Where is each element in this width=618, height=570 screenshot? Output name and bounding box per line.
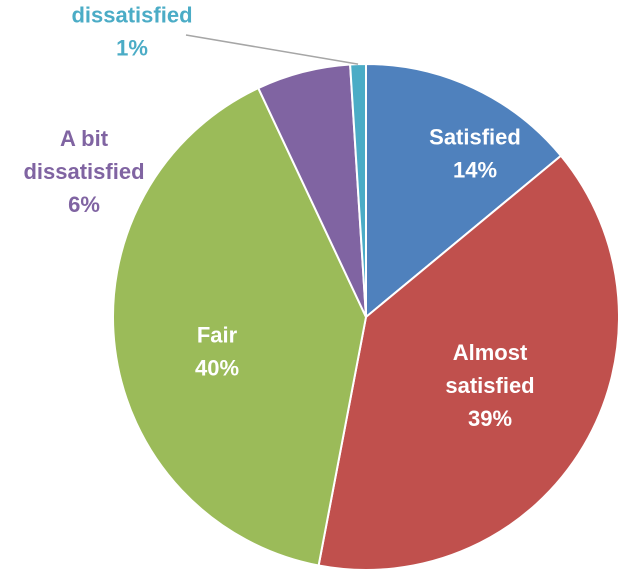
leader-lines	[185, 34, 359, 65]
leader-line	[185, 34, 359, 65]
pie-slice-almost-satisfied	[317, 154, 618, 570]
slice-percent-label: 14%	[453, 157, 497, 182]
slice-category-label: Satisfied	[429, 124, 521, 149]
slice-percent-label: 1%	[116, 35, 148, 60]
slice-category-label: Almost	[453, 340, 528, 365]
slice-category-label: Fair	[197, 322, 238, 347]
slice-labels: Satisfied 14% Almost satisfied 39% Fair 40% A b…	[23, 2, 534, 431]
pie-slice-satisfied	[365, 62, 563, 320]
pie-slice-fair	[112, 86, 368, 567]
slice-percent-label: 40%	[195, 355, 239, 380]
slice-category-label: satisfied	[445, 373, 534, 398]
slice-category-label: A bit	[60, 126, 109, 151]
slice-category-label: dissatisfied	[23, 159, 144, 184]
slice-category-label: dissatisfied	[71, 2, 192, 27]
slice-percent-label: 39%	[468, 406, 512, 431]
pie-slices	[112, 62, 618, 570]
slice-percent-label: 6%	[68, 192, 100, 217]
